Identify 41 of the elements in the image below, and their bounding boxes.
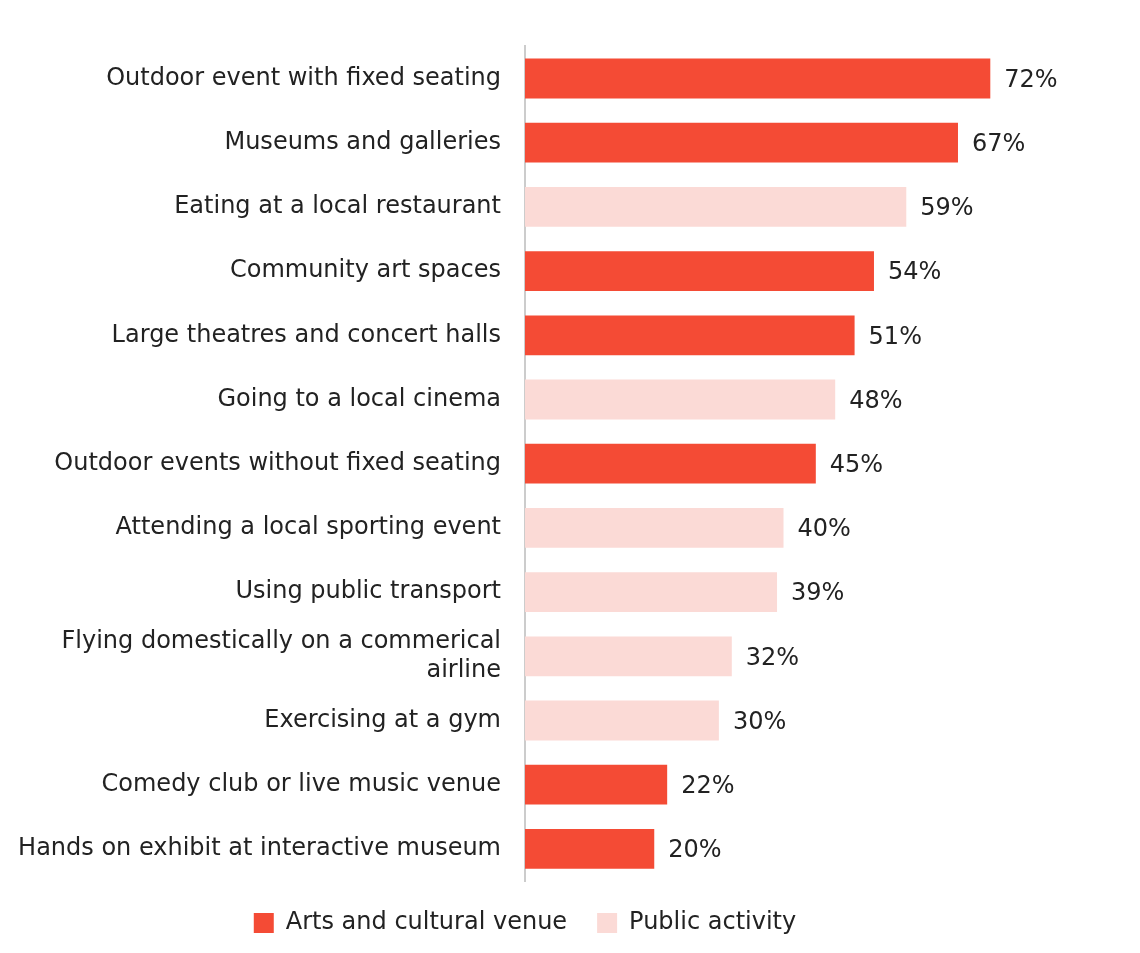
data-label: 51% <box>868 321 922 350</box>
bar <box>525 251 874 291</box>
y-tick-label: Going to a local cinema <box>217 383 501 412</box>
data-label: 48% <box>849 385 903 414</box>
bar <box>525 764 668 805</box>
bar <box>525 187 907 227</box>
bar <box>525 443 816 484</box>
data-label: 45% <box>829 449 884 478</box>
data-label: 67% <box>971 128 1026 157</box>
data-label: 72% <box>1004 64 1058 93</box>
y-tick-label: Flying domestically on a commerical airline <box>61 626 501 683</box>
y-tick-label: Eating at a local restaurant <box>174 191 501 220</box>
y-tick-label: Outdoor event with fixed seating <box>106 62 501 91</box>
bar <box>525 700 719 741</box>
y-tick-label: Using public transport <box>235 576 501 605</box>
data-label: 20% <box>668 835 722 864</box>
bar <box>525 379 836 420</box>
data-label: 39% <box>791 578 845 607</box>
y-tick-label: Museums and galleries <box>224 126 501 155</box>
y-tick-label: Comedy club or live music venue <box>101 768 501 797</box>
y-tick-label: Outdoor events without fixed seating <box>54 447 501 476</box>
legend-label: Arts and cultural venue <box>285 907 568 936</box>
data-label: 59% <box>920 193 974 222</box>
y-tick-label: Community art spaces <box>229 255 501 284</box>
data-label: 54% <box>887 257 942 286</box>
bar <box>525 122 958 163</box>
y-tick-label: Hands on exhibit at interactive museum <box>18 833 501 862</box>
bar <box>525 829 655 869</box>
bar <box>525 636 732 677</box>
data-label: 22% <box>681 770 735 799</box>
data-label: 40% <box>797 514 851 543</box>
data-label: 30% <box>732 706 787 735</box>
bar <box>525 58 991 99</box>
y-tick-label: Exercising at a gym <box>264 704 501 733</box>
legend-label: Public activity <box>629 907 797 936</box>
data-label: 32% <box>745 642 800 671</box>
bar <box>525 572 778 612</box>
bar <box>525 315 855 356</box>
bar <box>525 508 784 548</box>
y-tick-label: Large theatres and concert halls <box>111 319 501 348</box>
y-tick-label: Attending a local sporting event <box>115 512 501 541</box>
